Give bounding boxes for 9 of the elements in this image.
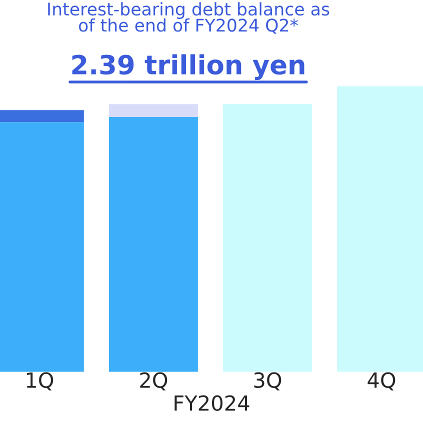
x-axis-title: FY2024 — [174, 395, 250, 411]
chart-title: Interest-bearing debt balance as of the end of FY2024 Q2* — [48, 2, 330, 34]
chart-subtitle: 2.39 trillion yen — [72, 54, 304, 80]
x-tick-label: 1Q — [26, 372, 54, 390]
x-tick-label: 2Q — [140, 372, 168, 390]
x-tick-label: 4Q — [368, 372, 396, 390]
bar — [223, 104, 312, 372]
x-tick-label: 3Q — [254, 372, 282, 390]
bar — [109, 116, 198, 372]
